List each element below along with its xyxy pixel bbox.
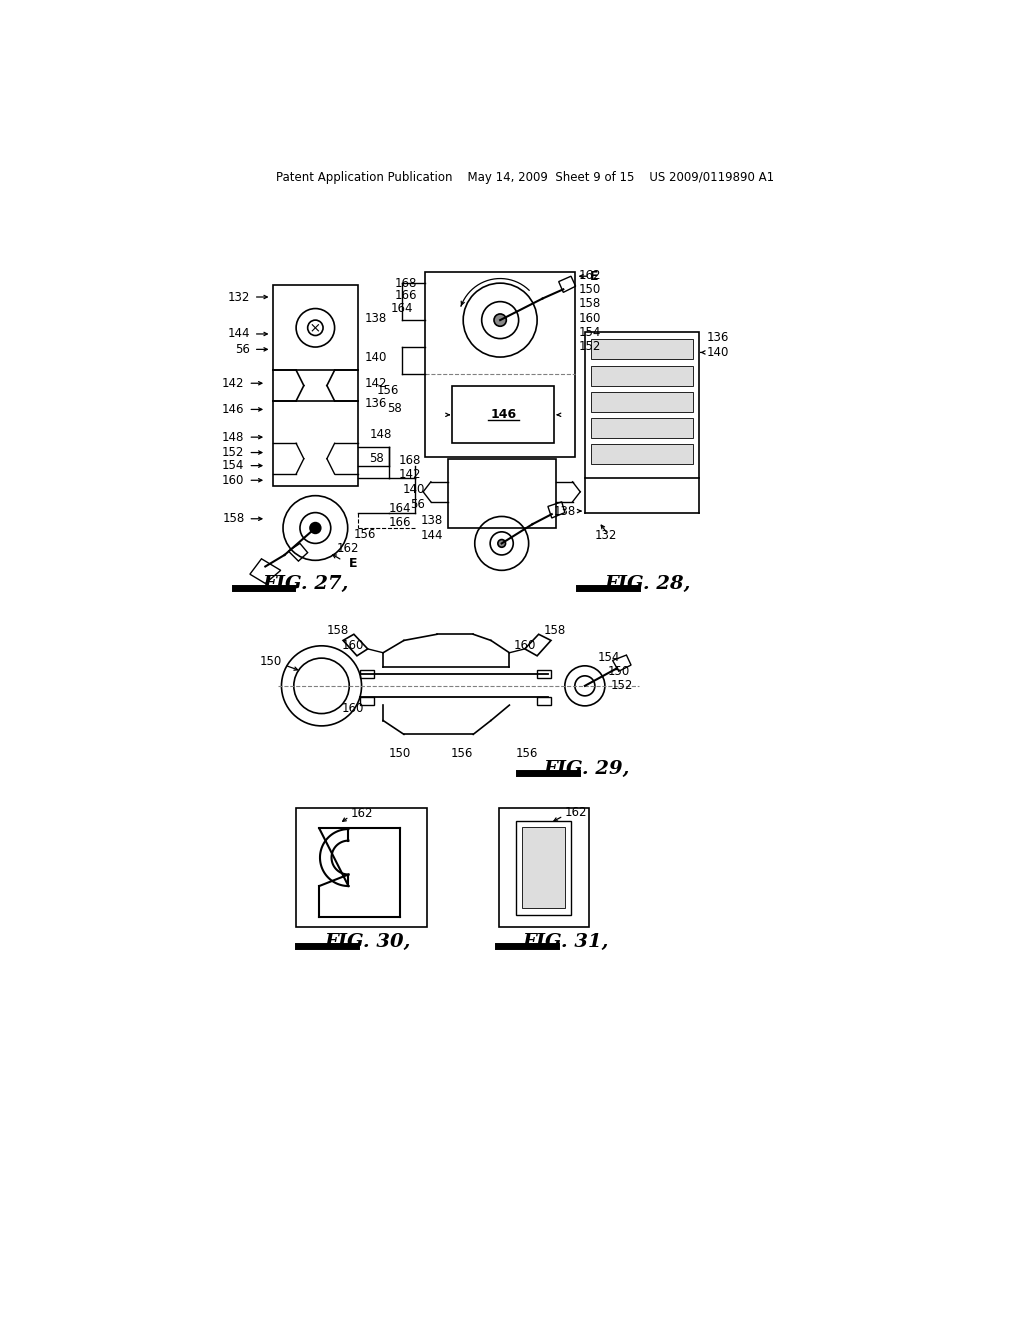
Text: 158: 158 [579,297,601,310]
Text: 158: 158 [327,624,349,638]
Text: 166: 166 [394,289,417,302]
Text: 146: 146 [490,408,516,421]
Text: 154: 154 [598,651,621,664]
Bar [360,697,374,705]
Text: 136: 136 [707,331,729,345]
Text: FIG. 29,: FIG. 29, [543,760,630,777]
Text: 152: 152 [579,339,601,352]
Bar [360,671,374,678]
Text: 148: 148 [222,430,245,444]
Text: 144: 144 [421,529,443,543]
Text: 56: 56 [236,343,250,356]
Text: 56: 56 [410,499,425,511]
Bar [591,418,692,438]
Bar [447,459,556,528]
Bar [591,366,692,385]
Text: 164: 164 [388,502,411,515]
Bar [538,697,551,705]
Text: FIG. 28,: FIG. 28, [605,576,691,593]
Text: E: E [590,269,598,282]
Text: 160: 160 [341,639,364,652]
Text: 150: 150 [579,282,601,296]
Bar [591,444,692,465]
Text: 140: 140 [402,483,425,496]
Text: 158: 158 [222,512,245,525]
Bar [521,826,565,908]
Text: 150: 150 [260,656,283,668]
Circle shape [310,523,321,533]
Bar [499,808,590,927]
Bar [273,285,357,370]
Text: 136: 136 [365,397,387,409]
Text: 146: 146 [222,403,245,416]
Bar [591,339,692,359]
Bar [591,392,692,412]
Text: 162: 162 [579,269,601,282]
Text: FIG. 27,: FIG. 27, [263,576,349,593]
Text: 140: 140 [707,346,729,359]
Text: 168: 168 [394,277,417,289]
Text: 144: 144 [227,327,250,341]
Text: 154: 154 [222,459,245,473]
Text: 152: 152 [611,678,634,692]
Text: FIG. 31,: FIG. 31, [522,933,609,952]
Text: 150: 150 [389,747,412,760]
Text: 168: 168 [398,454,421,467]
Bar [453,385,554,444]
Text: 138: 138 [553,504,575,517]
Text: 158: 158 [544,624,566,638]
Circle shape [498,540,506,548]
Text: 148: 148 [370,428,391,441]
Text: 132: 132 [595,529,617,543]
Bar [515,821,571,915]
Text: 162: 162 [351,807,374,820]
Text: Patent Application Publication    May 14, 2009  Sheet 9 of 15    US 2009/0119890: Patent Application Publication May 14, 2… [275,172,774,185]
Text: 160: 160 [222,474,245,487]
Circle shape [494,314,506,326]
Bar [585,331,698,478]
Text: 156: 156 [451,747,473,760]
Text: 160: 160 [341,702,364,714]
Text: 160: 160 [579,312,601,325]
Text: 150: 150 [608,665,630,677]
Text: 156: 156 [354,528,376,541]
Text: 152: 152 [222,446,245,459]
Text: 156: 156 [377,384,399,397]
Text: 138: 138 [421,513,443,527]
Bar [273,401,357,486]
Text: 154: 154 [579,326,601,339]
Text: E: E [348,557,357,570]
Text: 132: 132 [227,290,250,304]
Text: 162: 162 [565,807,588,820]
Text: FIG. 30,: FIG. 30, [325,933,411,952]
Text: 162: 162 [337,543,359,556]
Text: 142: 142 [399,467,422,480]
Text: 140: 140 [365,351,387,363]
Text: 166: 166 [388,516,411,529]
Text: 58: 58 [370,453,384,465]
Text: 164: 164 [390,302,413,315]
Text: 142: 142 [222,376,245,389]
Text: 138: 138 [365,312,387,325]
Text: 160: 160 [514,639,537,652]
Text: 142: 142 [365,376,387,389]
Text: 58: 58 [388,403,402,416]
Bar [538,671,551,678]
Bar [296,808,427,927]
Bar [425,272,574,457]
Text: 156: 156 [515,747,538,760]
